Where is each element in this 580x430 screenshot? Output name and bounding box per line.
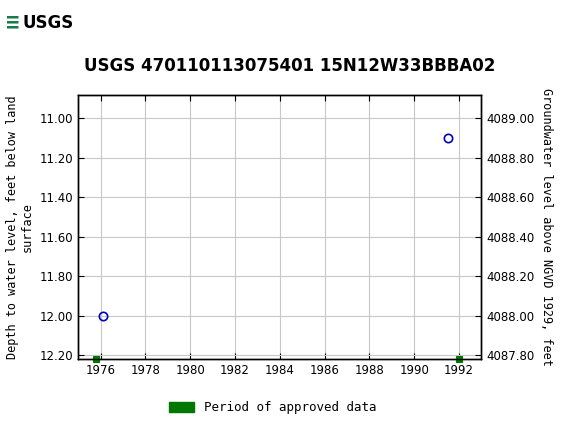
Y-axis label: Depth to water level, feet below land
surface: Depth to water level, feet below land su…: [6, 95, 34, 359]
Text: USGS 470110113075401 15N12W33BBBA02: USGS 470110113075401 15N12W33BBBA02: [84, 57, 496, 75]
Bar: [3, 3, 93, 43]
Y-axis label: Groundwater level above NGVD 1929, feet: Groundwater level above NGVD 1929, feet: [540, 88, 553, 366]
Legend: Period of approved data: Period of approved data: [164, 396, 382, 419]
Text: USGS: USGS: [23, 14, 74, 31]
Text: ≡: ≡: [6, 12, 20, 33]
